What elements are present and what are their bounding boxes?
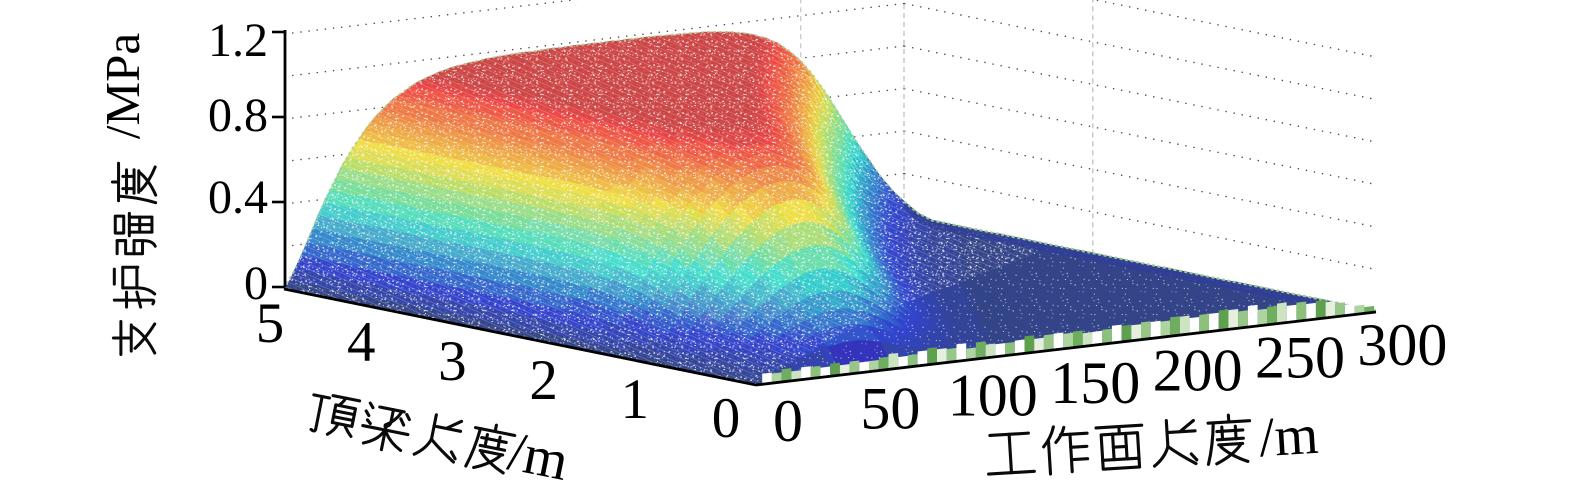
svg-text:4: 4	[347, 311, 376, 374]
svg-text:3: 3	[438, 330, 467, 393]
svg-text:1: 1	[621, 368, 650, 431]
svg-text:0: 0	[712, 387, 741, 450]
svg-text:/m: /m	[503, 421, 573, 491]
svg-text:2: 2	[529, 349, 558, 412]
svg-text:0.4: 0.4	[208, 171, 268, 224]
svg-text:200: 200	[1153, 337, 1243, 403]
svg-text:250: 250	[1255, 325, 1345, 391]
svg-text:0: 0	[773, 388, 803, 454]
svg-text:300: 300	[1357, 312, 1447, 378]
svg-text:5: 5	[256, 292, 285, 355]
svg-text:/m: /m	[1257, 404, 1320, 469]
svg-text:0.8: 0.8	[208, 89, 268, 142]
svg-text:150: 150	[1050, 350, 1140, 416]
svg-text:/MPa: /MPa	[95, 33, 150, 139]
svg-text:0: 0	[244, 257, 268, 310]
svg-text:1.2: 1.2	[208, 14, 268, 67]
svg-text:50: 50	[860, 375, 920, 441]
svg-text:100: 100	[948, 363, 1038, 429]
